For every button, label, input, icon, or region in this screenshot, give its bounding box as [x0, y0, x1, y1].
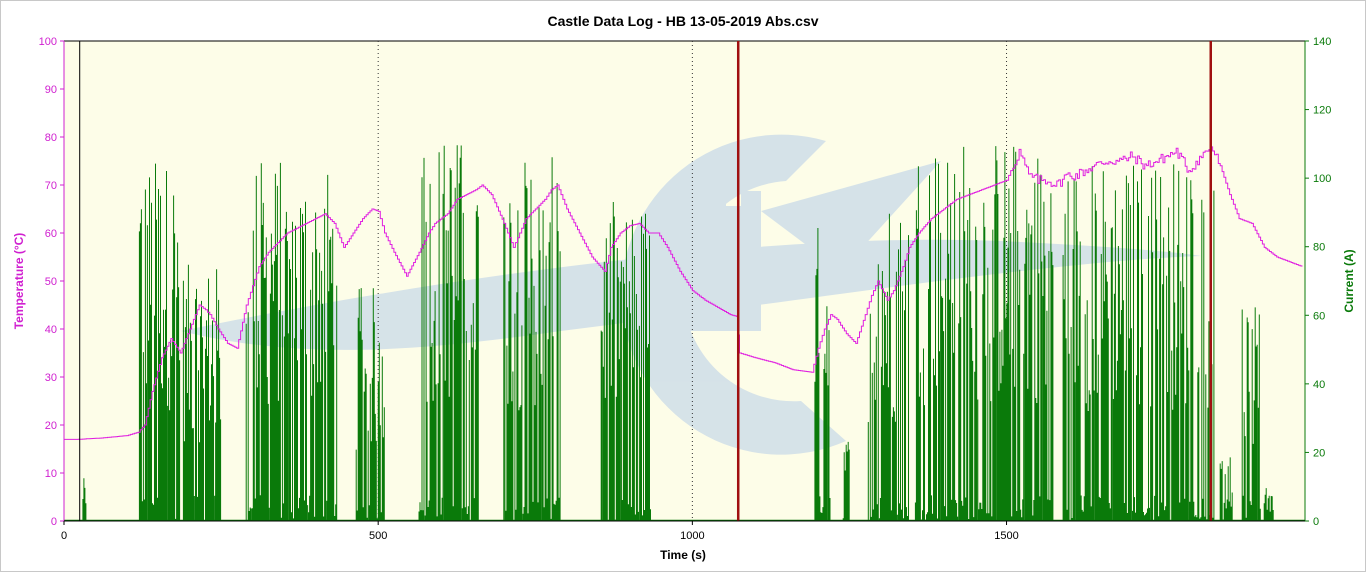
left-tick-label: 70 [45, 180, 57, 192]
x-axis: 0 500 1000 1500 [61, 520, 1305, 542]
left-tick-label: 50 [45, 276, 57, 288]
current-spikes [82, 145, 1274, 521]
left-tick-label: 0 [51, 516, 57, 528]
right-tick-label: 60 [1313, 310, 1325, 322]
right-tick-label: 0 [1313, 516, 1319, 528]
left-tick-label: 80 [45, 132, 57, 144]
watermark-wing [761, 161, 941, 271]
left-tick-label: 60 [45, 228, 57, 240]
x-tick-label: 0 [61, 530, 67, 542]
x-tick-label: 1000 [680, 530, 704, 542]
right-tick-label: 100 [1313, 173, 1331, 185]
left-tick-label: 10 [45, 468, 57, 480]
temperature-series [64, 146, 1303, 440]
left-tick-label: 20 [45, 420, 57, 432]
left-axis-label: Temperature (°C) [12, 233, 26, 330]
right-tick-label: 120 [1313, 105, 1331, 117]
right-axis-label: Current (A) [1342, 249, 1356, 312]
left-tick-label: 100 [39, 36, 57, 48]
x-tick-label: 500 [369, 530, 387, 542]
x-tick-label: 1500 [994, 530, 1018, 542]
right-tick-label: 40 [1313, 379, 1325, 391]
marker-lines [79, 41, 1212, 521]
right-tick-label: 140 [1313, 36, 1331, 48]
right-axis: 0 20 40 60 80 100 120 140 [1304, 36, 1331, 528]
watermark-castle [671, 191, 761, 331]
right-tick-label: 20 [1313, 447, 1325, 459]
left-tick-label: 30 [45, 372, 57, 384]
temperature-line [64, 146, 1303, 440]
left-tick-label: 40 [45, 324, 57, 336]
watermark-ring [621, 134, 846, 455]
x-axis-label: Time (s) [660, 548, 706, 562]
right-tick-label: 80 [1313, 242, 1325, 254]
left-axis: 0 10 20 30 40 50 60 70 80 90 100 [39, 36, 65, 528]
chart-title: Castle Data Log - HB 13-05-2019 Abs.csv [547, 13, 818, 29]
left-tick-label: 90 [45, 84, 57, 96]
watermark-swoosh [181, 239, 1201, 350]
